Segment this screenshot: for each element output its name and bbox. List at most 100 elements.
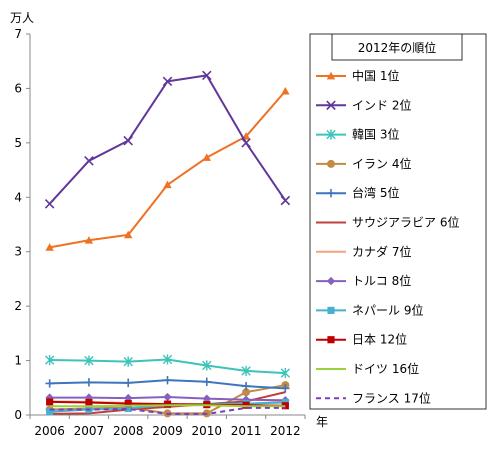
data-point (46, 408, 54, 416)
data-point (162, 354, 173, 365)
y-tick-label: 6 (14, 81, 22, 95)
legend-item: 日本 12位 (316, 332, 407, 347)
legend-item: 台湾 5位 (316, 185, 399, 200)
series-line (49, 404, 286, 408)
legend-label: イラン 4位 (352, 156, 411, 171)
data-point (327, 159, 335, 168)
data-point (242, 388, 251, 397)
data-point (327, 336, 335, 344)
legend-label: 台湾 5位 (352, 185, 399, 200)
x-tick-label: 2008 (113, 424, 144, 438)
legend-label: フランス 17位 (352, 390, 431, 405)
data-point (327, 306, 335, 314)
data-point (46, 398, 54, 406)
series-5 (45, 375, 290, 393)
x-tick-label: 2010 (192, 424, 223, 438)
legend-title-box (331, 33, 463, 61)
legend-item: インド 2位 (316, 97, 411, 112)
y-tick-label: 3 (14, 245, 22, 259)
y-tick-label: 1 (14, 354, 22, 368)
y-tick-label: 4 (14, 190, 22, 204)
y-tick-label: 0 (14, 408, 22, 422)
series-11 (49, 404, 286, 408)
data-point (84, 355, 94, 366)
series-3 (44, 354, 291, 379)
legend-item: サウジアラビア 6位 (316, 215, 459, 230)
data-point (281, 86, 290, 95)
data-point (202, 153, 211, 161)
data-point (241, 365, 251, 376)
plot-area (44, 70, 291, 418)
data-point (326, 71, 336, 80)
legend-item: ネパール 9位 (316, 302, 423, 317)
legend-item: フランス 17位 (316, 390, 431, 405)
data-point (163, 375, 172, 385)
x-tick-label: 2007 (74, 424, 105, 438)
data-point (123, 135, 133, 146)
x-axis-ticks: 2006 2007 2008 2009 2010 2011 2012 (29, 415, 306, 438)
data-point (326, 129, 336, 140)
data-point (241, 381, 251, 391)
data-point (45, 393, 54, 402)
series-line (49, 406, 286, 415)
legend-label: インド 2位 (352, 97, 411, 112)
legend-label: ネパール 9位 (352, 302, 423, 317)
data-point (281, 384, 290, 393)
series-line (49, 90, 287, 249)
x-tick-label: 2006 (34, 424, 65, 438)
data-point (44, 354, 55, 366)
data-point (202, 70, 212, 81)
data-point (123, 356, 133, 367)
data-point (242, 401, 250, 409)
legend-title: 2012年の順位 (358, 40, 437, 55)
legend-label: 日本 12位 (352, 332, 407, 347)
data-point (162, 76, 173, 87)
legend-item: トルコ 8位 (316, 273, 411, 288)
data-point (280, 368, 291, 379)
y-tick-label: 7 (14, 27, 22, 41)
data-point (45, 379, 54, 388)
x-tick-label: 2012 (270, 424, 301, 438)
data-point (45, 243, 54, 251)
legend-item: カナダ 7位 (316, 244, 411, 259)
data-point (241, 138, 251, 148)
legend-item: ドイツ 16位 (316, 361, 419, 376)
legend-label: カナダ 7位 (352, 244, 411, 259)
y-axis-ticks: 0 1 2 3 4 5 6 7 (14, 27, 30, 422)
legend-label: 韓国 3位 (352, 127, 399, 142)
data-point (280, 195, 291, 206)
data-point (326, 189, 336, 198)
y-tick-label: 5 (14, 136, 22, 150)
legend-item: 中国 1位 (316, 68, 399, 83)
legend-label: サウジアラビア 6位 (352, 215, 459, 230)
legend-label: 中国 1位 (352, 68, 399, 83)
x-unit-label: 年 (316, 415, 328, 429)
data-point (85, 398, 93, 407)
series-2 (44, 70, 291, 209)
x-tick-label: 2011 (231, 424, 262, 438)
data-point (124, 404, 132, 413)
data-point (202, 377, 211, 386)
data-point (202, 360, 212, 371)
x-tick-label: 2009 (152, 424, 183, 438)
data-point (124, 230, 133, 239)
y-unit-label: 万人 (10, 11, 34, 25)
data-point (84, 378, 94, 387)
series-12 (49, 406, 286, 415)
y-tick-label: 2 (14, 299, 22, 313)
data-point (124, 378, 133, 388)
data-point (326, 276, 336, 286)
data-point (84, 156, 94, 166)
data-point (326, 100, 336, 111)
data-point (44, 199, 55, 209)
legend-label: ドイツ 16位 (352, 361, 419, 376)
legend-item: 韓国 3位 (316, 127, 399, 142)
legend-label: トルコ 8位 (352, 273, 411, 288)
data-point (124, 400, 132, 408)
data-point (163, 180, 172, 189)
data-point (163, 400, 172, 408)
legend-item: イラン 4位 (316, 156, 411, 171)
